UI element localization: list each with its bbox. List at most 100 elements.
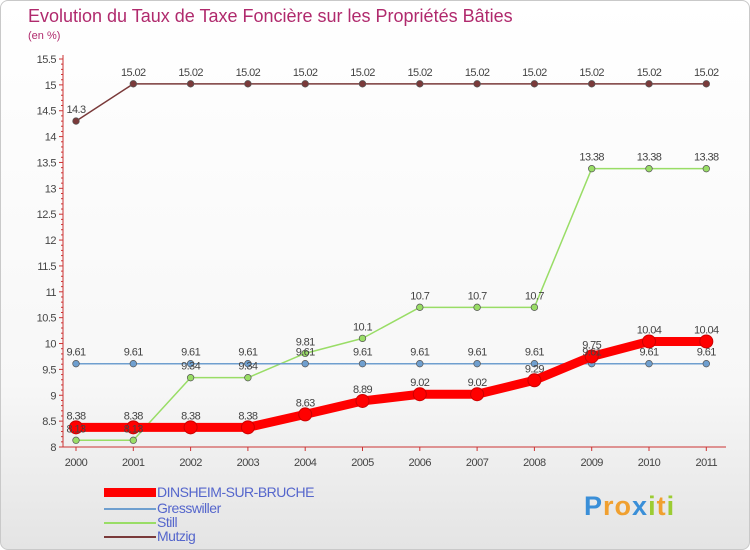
- data-label: 9.61: [296, 347, 315, 359]
- data-point: [129, 360, 137, 368]
- data-label: 13.38: [579, 152, 604, 164]
- data-label: 13.38: [694, 152, 719, 164]
- data-point: [186, 374, 195, 382]
- data-label: 15.02: [350, 67, 375, 79]
- x-tick-label: 2010: [638, 457, 661, 469]
- data-point: [244, 374, 252, 382]
- y-tick-label: 15: [45, 80, 57, 92]
- data-label: 8.38: [66, 410, 85, 422]
- data-label: 15.02: [465, 67, 490, 79]
- data-label: 15.02: [293, 67, 318, 79]
- y-tick-label: 9.5: [42, 364, 56, 376]
- data-point: [183, 420, 198, 435]
- data-label: 15.02: [694, 67, 719, 79]
- brand-letter: r: [603, 491, 615, 521]
- data-point: [301, 349, 309, 358]
- data-point: [416, 303, 424, 311]
- data-point: [240, 420, 255, 435]
- y-tick-label: 13: [45, 183, 57, 195]
- data-point: [244, 360, 252, 368]
- legend-label: Mutzig: [157, 528, 196, 544]
- y-tick-label: 11: [46, 287, 57, 299]
- data-label: 9.02: [468, 377, 487, 389]
- data-point: [69, 420, 83, 435]
- data-label: 15.02: [236, 67, 261, 79]
- data-label: 9.61: [525, 347, 544, 359]
- y-tick-label: 14: [45, 132, 57, 144]
- data-label: 9.75: [582, 339, 601, 351]
- data-point: [645, 360, 653, 368]
- x-tick-label: 2008: [523, 457, 546, 469]
- data-label: 8.38: [181, 410, 200, 422]
- data-label: 9.61: [639, 347, 658, 359]
- x-tick-label: 2007: [466, 457, 489, 469]
- brand-logo: Proxiti: [584, 491, 675, 522]
- y-tick-label: 8.5: [42, 416, 56, 428]
- data-label: 9.61: [124, 347, 143, 359]
- data-point: [358, 80, 367, 88]
- data-point: [358, 360, 367, 368]
- data-label: 9.02: [410, 377, 429, 389]
- data-point: [473, 80, 481, 88]
- brand-letter: i: [648, 491, 657, 521]
- y-tick-label: 10.5: [37, 313, 57, 325]
- data-label: 9.61: [238, 347, 257, 359]
- data-point: [416, 80, 424, 88]
- data-label: 8.63: [296, 397, 315, 409]
- brand-letter: x: [632, 491, 649, 521]
- data-point: [72, 117, 80, 125]
- data-point: [473, 303, 481, 311]
- data-point: [473, 360, 481, 368]
- data-label: 10.04: [694, 324, 719, 336]
- series-line-mutzig: [75, 83, 708, 122]
- legend-swatch: [104, 508, 156, 510]
- data-label: 10.7: [468, 290, 487, 302]
- data-label: 9.61: [181, 347, 200, 359]
- y-tick-label: 10: [45, 339, 57, 351]
- data-point: [530, 303, 539, 311]
- data-label: 13.38: [637, 152, 662, 164]
- data-label: 8.38: [124, 410, 143, 422]
- data-label: 15.02: [637, 67, 662, 79]
- data-label: 15.02: [408, 67, 433, 79]
- x-tick-label: 2006: [409, 457, 432, 469]
- brand-letter: P: [584, 491, 604, 521]
- data-label: 15.02: [522, 67, 547, 79]
- data-label: 15.02: [121, 67, 146, 79]
- data-point: [584, 349, 599, 364]
- data-label: 9.61: [468, 347, 487, 359]
- data-point: [470, 387, 485, 402]
- chart-title: Evolution du Taux de Taxe Foncière sur l…: [28, 6, 513, 26]
- data-point: [186, 360, 195, 368]
- data-point: [412, 387, 427, 402]
- data-point: [699, 334, 714, 349]
- y-tick-label: 15.5: [37, 54, 57, 66]
- data-point: [702, 360, 710, 368]
- data-point: [186, 80, 195, 88]
- data-label: 15.02: [579, 67, 604, 79]
- data-label: 9.61: [353, 347, 372, 359]
- x-tick-label: 2002: [179, 457, 202, 469]
- legend-label: DINSHEIM-SUR-BRUCHE: [157, 484, 314, 500]
- y-tick-label: 11.5: [37, 261, 56, 273]
- legend-swatch: [104, 536, 156, 538]
- x-tick-label: 2001: [122, 457, 145, 469]
- data-label: 10.1: [353, 321, 372, 333]
- data-label: 9.29: [525, 363, 544, 375]
- data-label: 8.13: [66, 423, 85, 435]
- data-label: 8.38: [238, 410, 257, 422]
- data-point: [129, 80, 137, 88]
- data-point: [588, 165, 596, 173]
- x-tick-label: 2004: [294, 457, 317, 469]
- data-label: 9.81: [296, 336, 315, 348]
- y-axis-unit: (en %): [28, 30, 61, 42]
- data-label: 9.34: [181, 361, 200, 373]
- data-point: [244, 80, 252, 88]
- series-line-dinsheim-sur-bruche: [71, 336, 711, 432]
- x-tick-label: 2003: [237, 457, 260, 469]
- data-label: 9.61: [410, 347, 429, 359]
- series-line-still: [75, 167, 708, 442]
- data-label: 9.61: [582, 347, 601, 359]
- data-point: [530, 80, 539, 88]
